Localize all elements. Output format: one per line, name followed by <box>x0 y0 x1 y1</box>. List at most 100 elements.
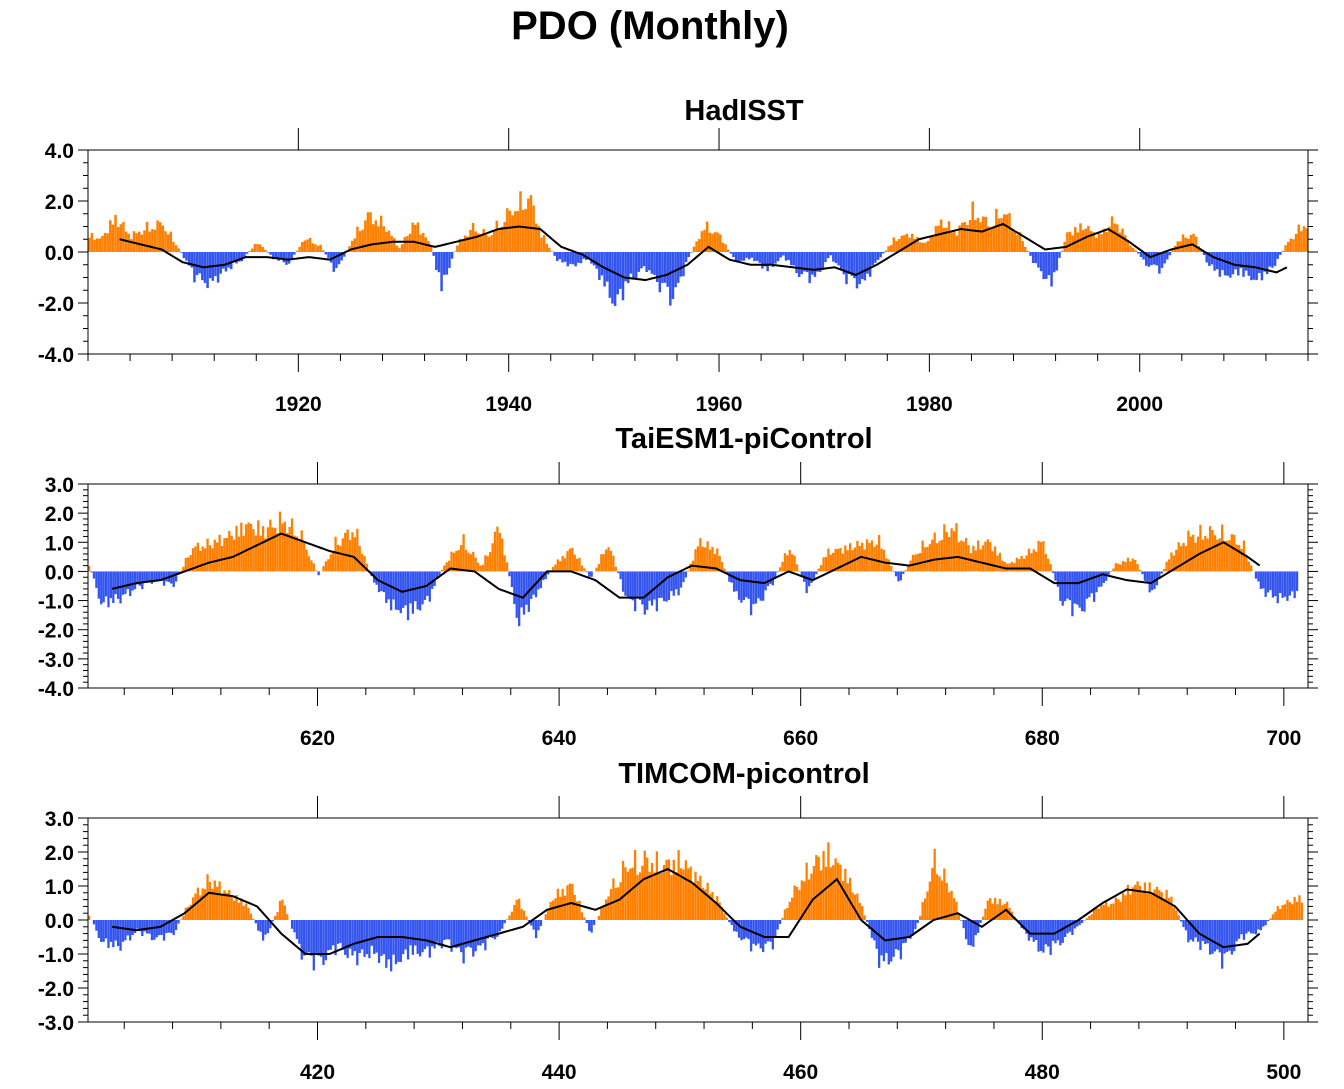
bar <box>960 222 964 252</box>
bar <box>692 246 696 252</box>
bar <box>312 920 315 971</box>
bar <box>440 252 443 292</box>
bar <box>527 920 530 922</box>
bar <box>559 896 562 920</box>
bar <box>1008 563 1011 572</box>
bar <box>576 901 579 920</box>
bar <box>92 571 96 579</box>
bar <box>1165 889 1168 920</box>
bar <box>107 920 110 948</box>
bar <box>967 544 970 572</box>
bar <box>319 920 323 957</box>
bar <box>201 546 204 572</box>
bar <box>539 571 543 589</box>
bar <box>813 252 817 277</box>
bar <box>1283 571 1287 597</box>
bar <box>387 920 390 960</box>
bar <box>1266 571 1270 593</box>
bar <box>360 920 364 950</box>
bar <box>566 551 569 572</box>
bar <box>472 551 475 572</box>
bar <box>1055 252 1059 271</box>
bar <box>174 920 178 930</box>
bar <box>1042 252 1045 280</box>
bar <box>1239 252 1243 268</box>
bar <box>369 212 372 252</box>
bar <box>800 252 804 275</box>
bar <box>733 920 736 932</box>
bar <box>1129 245 1132 252</box>
bar <box>928 544 932 572</box>
bar <box>984 541 987 572</box>
bar <box>228 530 231 572</box>
y-tick-label: 1.0 <box>45 532 74 555</box>
bar <box>409 920 412 946</box>
bar <box>718 902 721 920</box>
bar <box>874 252 877 263</box>
bar <box>148 920 151 934</box>
bar <box>763 252 767 267</box>
bar <box>364 220 367 252</box>
bar <box>1184 545 1188 572</box>
bar <box>428 571 431 602</box>
bar <box>308 238 312 252</box>
bar <box>774 571 777 578</box>
bar <box>237 252 241 262</box>
bar <box>295 920 299 939</box>
page-title: PDO (Monthly) <box>511 4 789 48</box>
bar <box>955 901 958 920</box>
bar <box>418 571 422 611</box>
bar <box>779 252 783 258</box>
bar <box>477 233 480 252</box>
bar <box>1134 559 1137 572</box>
bar <box>489 920 492 937</box>
bar <box>411 222 414 252</box>
bar <box>1172 907 1176 920</box>
bar <box>574 252 577 267</box>
bar <box>1064 571 1067 602</box>
bar <box>1134 884 1137 920</box>
bar <box>1175 910 1178 920</box>
bar <box>663 252 667 283</box>
y-tick-label: -1.0 <box>38 591 74 614</box>
bar <box>577 252 580 263</box>
bar <box>216 542 219 572</box>
bar <box>609 889 613 920</box>
bar <box>167 920 171 933</box>
bar <box>1112 903 1115 920</box>
bar <box>264 538 267 572</box>
bar <box>469 554 472 572</box>
bar <box>566 252 570 267</box>
bar <box>1250 565 1253 572</box>
bar <box>101 235 104 252</box>
bar <box>505 919 509 920</box>
bar <box>1076 920 1079 927</box>
bar <box>665 571 668 602</box>
bar-series <box>88 191 1308 306</box>
bar <box>550 251 554 252</box>
bar <box>295 250 299 252</box>
y-tick-label: 2.0 <box>45 191 74 214</box>
bar <box>1206 538 1209 572</box>
bar <box>928 881 932 920</box>
bar <box>726 249 730 252</box>
bar <box>1189 536 1192 572</box>
bar <box>848 877 852 920</box>
bar <box>104 571 108 597</box>
bar <box>689 866 692 920</box>
bar <box>969 553 973 572</box>
bar <box>1039 542 1043 572</box>
bar <box>109 920 113 942</box>
bar <box>1279 571 1282 593</box>
bar <box>1245 554 1248 572</box>
bar <box>701 887 704 920</box>
bar <box>126 920 129 936</box>
bar <box>491 920 494 938</box>
bar <box>1171 249 1174 252</box>
bar <box>327 559 330 572</box>
bar <box>404 571 407 606</box>
bar <box>1142 252 1145 260</box>
bar <box>1218 252 1222 277</box>
bar <box>776 920 779 930</box>
bar <box>182 252 186 259</box>
